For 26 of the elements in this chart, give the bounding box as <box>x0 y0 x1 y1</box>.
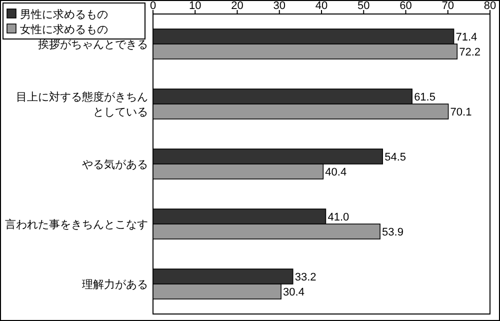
data-label: 33.2 <box>294 272 316 284</box>
y-tick-label: 目上に対する態度がきちんとしている <box>16 90 148 118</box>
x-tick-label: 20 <box>231 0 244 12</box>
legend-label: 男性に求めるもの <box>20 8 108 21</box>
data-label: 70.1 <box>450 106 472 118</box>
data-label: 41.0 <box>328 212 350 224</box>
x-tick-label: 50 <box>358 0 370 12</box>
data-label: 61.5 <box>414 92 436 104</box>
x-tick-label: 30 <box>273 0 286 12</box>
x-tick-label: 60 <box>400 0 412 12</box>
x-tick-label: 70 <box>442 0 454 12</box>
data-label: 54.5 <box>384 152 406 164</box>
data-label: 40.4 <box>325 166 347 178</box>
y-tick-label: 理解力がある <box>82 278 148 291</box>
y-tick-label: 挨拶がちゃんとできる <box>38 38 148 51</box>
data-label: 53.9 <box>382 226 404 238</box>
data-label: 72.2 <box>459 46 481 58</box>
y-tick-label: 言われた事をきちんとこなす <box>5 218 148 231</box>
x-tick-label: 10 <box>189 0 202 12</box>
x-tick-label: 40 <box>315 0 328 12</box>
legend-label: 女性に求めるもの <box>20 23 108 36</box>
x-tick-label: 0 <box>150 0 156 12</box>
data-label: 30.4 <box>283 286 304 298</box>
data-label: 71.4 <box>456 32 478 44</box>
x-tick-label: 80 <box>484 0 496 12</box>
y-tick-label: やる気がある <box>82 159 148 171</box>
